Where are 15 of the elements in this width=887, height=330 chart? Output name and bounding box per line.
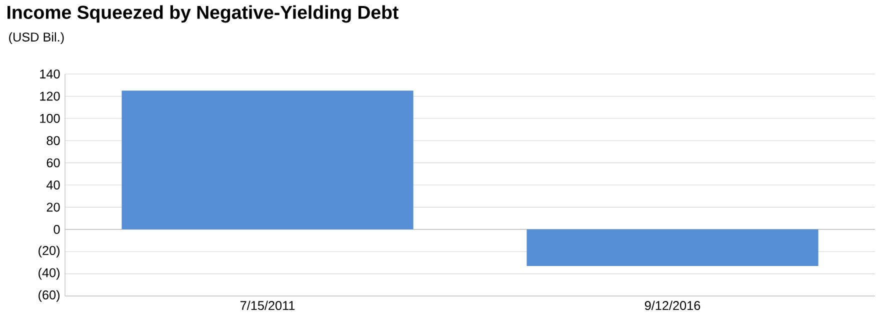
y-tick-label: 40: [46, 180, 60, 190]
y-tick-label: 0: [54, 224, 60, 234]
x-tick-label: 9/12/2016: [644, 300, 700, 310]
y-tick-label: (20): [38, 246, 60, 258]
y-tick-label: 140: [40, 70, 60, 78]
chart-title: Income Squeezed by Negative-Yielding Debt: [8, 5, 398, 23]
y-tick-label: (40): [38, 268, 60, 280]
y-tick-label: 100: [40, 114, 60, 123]
y-tick-label: 20: [46, 202, 60, 212]
y-tick-label: 80: [46, 136, 60, 146]
y-tick-label: 60: [46, 158, 60, 168]
y-tick-label: (60): [38, 290, 60, 302]
text: (USD Bil.): [9, 32, 64, 44]
y-tick-label: 120: [40, 92, 60, 101]
x-tick-label: 7/15/2011: [240, 300, 295, 310]
